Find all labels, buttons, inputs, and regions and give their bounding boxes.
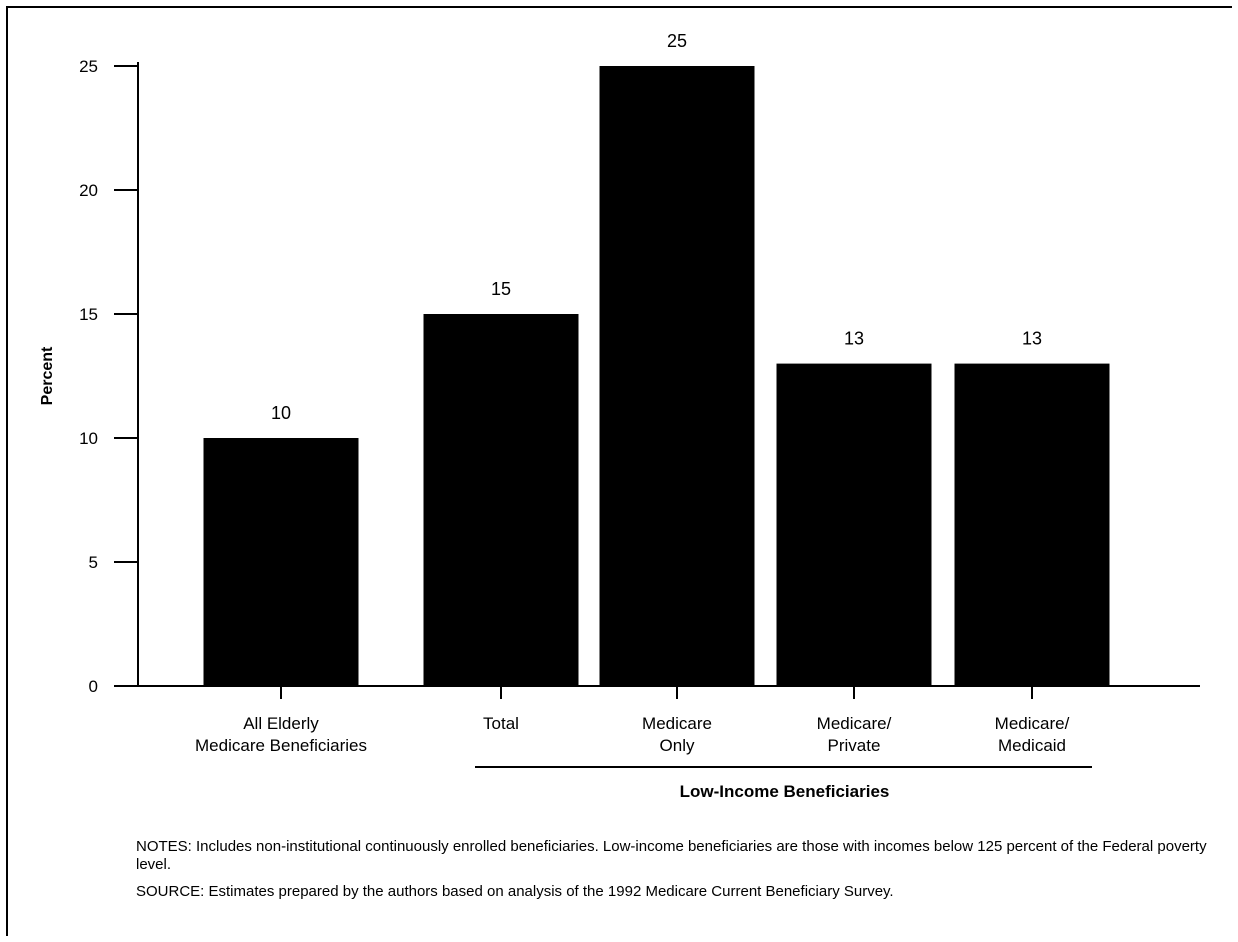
x-category-label: Medicare Beneficiaries bbox=[195, 736, 367, 755]
bar bbox=[776, 363, 932, 686]
x-category-label: All Elderly bbox=[243, 714, 319, 733]
x-category-label: Medicare bbox=[642, 714, 712, 733]
x-category-label: Medicaid bbox=[998, 736, 1066, 755]
y-tick-label: 0 bbox=[89, 677, 98, 696]
source-text: SOURCE: Estimates prepared by the author… bbox=[136, 883, 894, 900]
bar-value-label: 10 bbox=[271, 403, 291, 423]
group-label: Low-Income Beneficiaries bbox=[680, 782, 890, 801]
y-tick-label: 5 bbox=[89, 553, 98, 572]
y-tick-label: 25 bbox=[79, 57, 98, 76]
bar-chart: 0 5 10 15 20 25 Percent 10 All Elderly Medicare B… bbox=[39, 31, 1200, 801]
y-tick-label: 20 bbox=[79, 181, 98, 200]
bar-value-label: 13 bbox=[844, 329, 864, 349]
bar bbox=[203, 438, 359, 686]
x-category-label: Total bbox=[483, 714, 519, 733]
figure-frame bbox=[6, 6, 1232, 936]
y-axis-title: Percent bbox=[39, 346, 56, 405]
x-category-label: Medicare/ bbox=[995, 714, 1070, 733]
notes-text: NOTES: Includes non-institutional contin… bbox=[136, 838, 1207, 873]
bar-value-label: 13 bbox=[1022, 329, 1042, 349]
x-category-label: Medicare/ bbox=[817, 714, 892, 733]
bar bbox=[954, 363, 1110, 686]
x-category-label: Private bbox=[828, 736, 881, 755]
x-category-label: Only bbox=[660, 736, 695, 755]
bar-value-label: 25 bbox=[667, 31, 687, 51]
y-tick-label: 10 bbox=[79, 429, 98, 448]
y-tick-label: 15 bbox=[79, 305, 98, 324]
bar-value-label: 15 bbox=[491, 279, 511, 299]
bar bbox=[423, 314, 579, 686]
bar bbox=[599, 66, 755, 686]
figure-notes: NOTES: Includes non-institutional contin… bbox=[136, 838, 1216, 910]
